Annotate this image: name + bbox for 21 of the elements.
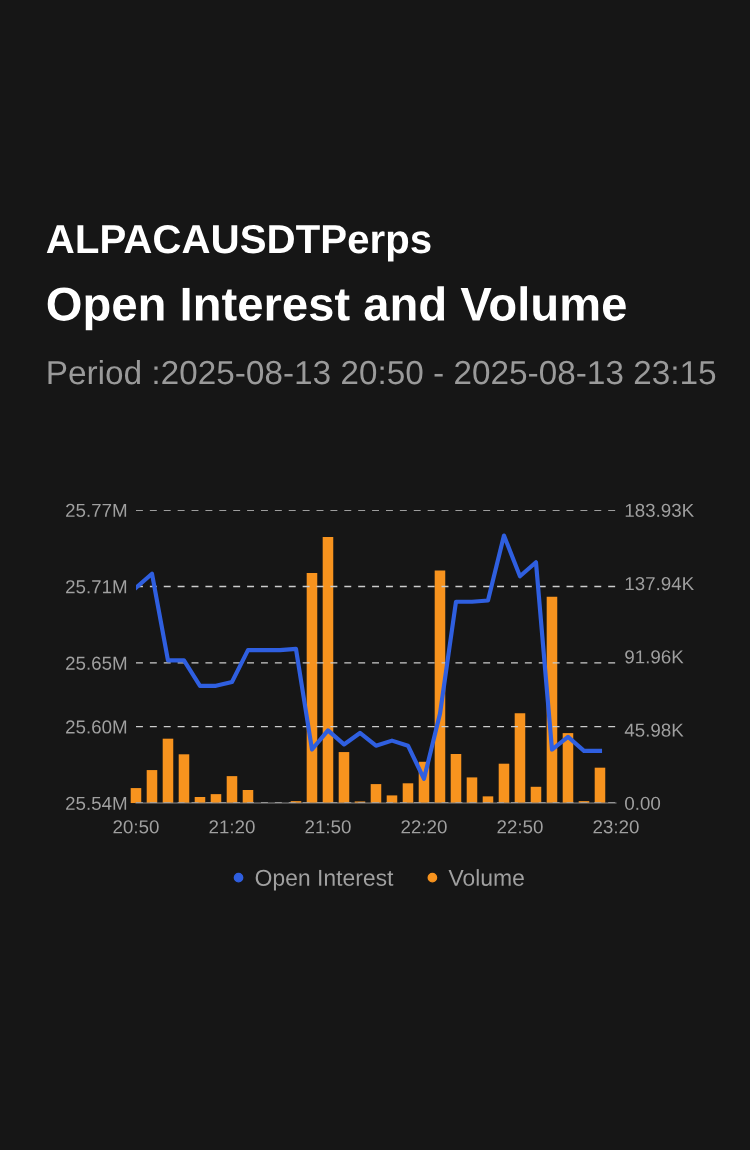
x-tick-label: 22:50 <box>497 820 543 834</box>
y-tick-label: 25.77M <box>66 503 127 517</box>
x-tick-label: 22:20 <box>401 820 447 834</box>
text: Period :2025-08-13 20:50 - 2025-08-13 23:15 <box>48 359 716 385</box>
chart-subtitle: Open Interest and Volume <box>47 286 626 331</box>
x-tick-label: 23:20 <box>593 820 639 834</box>
y-tick-label: 25.54M <box>66 796 127 811</box>
y2-tick-label: 183.93K <box>625 503 694 517</box>
y-tick-label: 25.71M <box>66 580 127 594</box>
x-tick-label: 21:20 <box>209 820 255 834</box>
x-tick-label: 21:50 <box>305 820 351 834</box>
legend-label: Open Interest <box>255 869 394 891</box>
x-tick-label: 20:50 <box>113 820 159 834</box>
y-tick-label: 25.60M <box>66 720 127 734</box>
chart-title: ALPACAUSDTPerps <box>46 224 431 262</box>
y2-tick-label: 45.98K <box>624 723 684 737</box>
y2-tick-label: 91.96K <box>625 650 684 664</box>
y2-tick-label: 137.94K <box>625 576 694 591</box>
y2-tick-label: 0.00 <box>625 796 661 811</box>
y-tick-label: 25.65M <box>66 656 127 670</box>
legend-label: Volume <box>448 869 524 886</box>
